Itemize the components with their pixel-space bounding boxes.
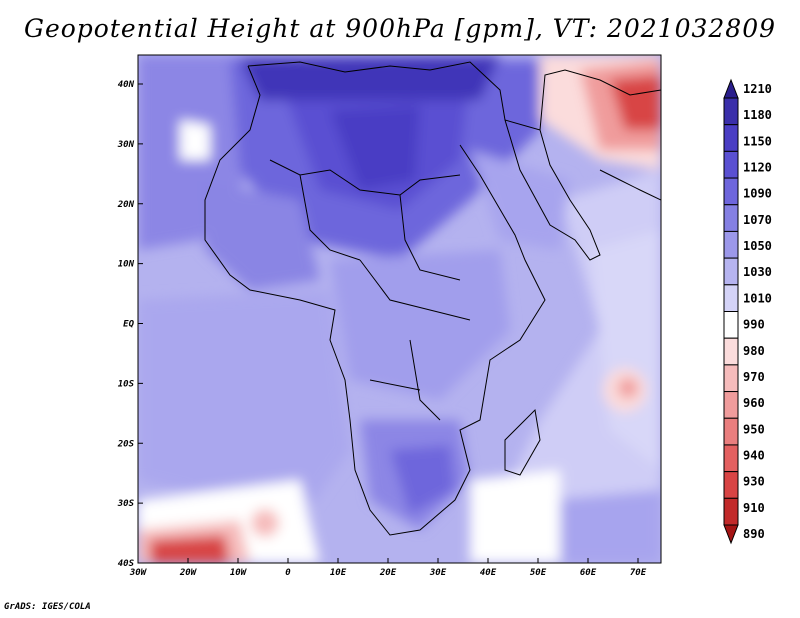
latitude-ticks: 40N 30N 20N 10N EQ 10S 20S 30S 40S bbox=[117, 80, 143, 569]
longitude-ticks: 30W 20W 10W 0 10E 20E 30E 40E 50E 60E 70E bbox=[129, 558, 647, 578]
colorbar-swatch bbox=[723, 124, 739, 152]
lat-tick-label: 20N bbox=[117, 200, 135, 210]
colorbar-swatch bbox=[723, 337, 739, 366]
colorbar-label: 1030 bbox=[743, 265, 772, 279]
lon-tick-label: 60E bbox=[580, 568, 597, 578]
lon-tick-label: 10W bbox=[230, 568, 248, 578]
colorbar-label: 990 bbox=[743, 318, 765, 332]
lon-tick-label: 30W bbox=[129, 568, 148, 578]
lon-tick-label: 40E bbox=[480, 568, 497, 578]
colorbar-label: 980 bbox=[743, 344, 765, 358]
colorbar-label: 950 bbox=[743, 422, 765, 436]
colorbar-label: 1210 bbox=[743, 82, 772, 96]
colorbar-swatch bbox=[723, 150, 739, 179]
lat-tick-label: 40N bbox=[118, 80, 135, 90]
lon-tick-label: 0 bbox=[285, 568, 291, 578]
lat-tick-label: 30S bbox=[117, 499, 135, 509]
colorbar-label: 930 bbox=[743, 475, 765, 489]
colorbar-swatch bbox=[723, 284, 739, 312]
colorbar-swatch bbox=[723, 497, 739, 526]
colorbar-swatch bbox=[723, 204, 739, 232]
colorbar-bottom-arrow bbox=[723, 524, 739, 545]
colorbar-label: 940 bbox=[743, 448, 765, 462]
lon-tick-label: 20W bbox=[179, 568, 198, 578]
height-field bbox=[138, 55, 661, 563]
map-frame bbox=[137, 54, 662, 564]
colorbar-label: 1070 bbox=[743, 213, 772, 227]
colorbar-swatch bbox=[723, 97, 739, 126]
colorbar-swatch bbox=[723, 230, 739, 259]
lat-tick-label: 40S bbox=[118, 559, 135, 569]
colorbar-swatch bbox=[723, 444, 739, 473]
colorbar-swatch bbox=[723, 364, 739, 393]
colorbar-label: 970 bbox=[743, 370, 765, 384]
colorbar-swatch bbox=[723, 311, 739, 339]
colorbar-label: 1150 bbox=[743, 134, 772, 148]
coastlines bbox=[204, 61, 661, 536]
lat-tick-label: EQ bbox=[123, 320, 134, 330]
lat-tick-label: 10S bbox=[118, 379, 135, 389]
colorbar-swatch bbox=[723, 177, 739, 206]
colorbar-swatch bbox=[723, 257, 739, 286]
lat-tick-label: 20S bbox=[117, 439, 135, 449]
colorbar-label: 960 bbox=[743, 396, 765, 410]
colorbar-label: 1010 bbox=[743, 291, 772, 305]
colorbar-swatch bbox=[723, 471, 739, 499]
colorbar-swatch bbox=[723, 417, 739, 446]
colorbar-label: 890 bbox=[743, 527, 765, 541]
colorbar-label: 910 bbox=[743, 501, 765, 515]
lat-tick-label: 30N bbox=[117, 140, 135, 150]
colorbar-top-arrow bbox=[723, 78, 739, 99]
colorbar-label: 1050 bbox=[743, 239, 772, 253]
lon-tick-label: 70E bbox=[630, 568, 647, 578]
colorbar-label: 1120 bbox=[743, 161, 772, 175]
colorbar-label: 1180 bbox=[743, 108, 772, 122]
lon-tick-label: 50E bbox=[530, 568, 547, 578]
grads-credit: GrADS: IGES/COLA bbox=[4, 602, 91, 612]
colorbar-swatch bbox=[723, 391, 739, 419]
colorbar: 1210 1180 1150 1120 1090 1070 1050 1030 1010 990 9… bbox=[723, 78, 772, 545]
lon-tick-label: 10E bbox=[330, 568, 347, 578]
lat-tick-label: 10N bbox=[118, 260, 135, 270]
colorbar-label: 1090 bbox=[743, 187, 772, 201]
lon-tick-label: 20E bbox=[379, 568, 397, 578]
map-title: Geopotential Height at 900hPa [gpm], VT:… bbox=[23, 14, 777, 43]
lon-tick-label: 30E bbox=[429, 568, 447, 578]
